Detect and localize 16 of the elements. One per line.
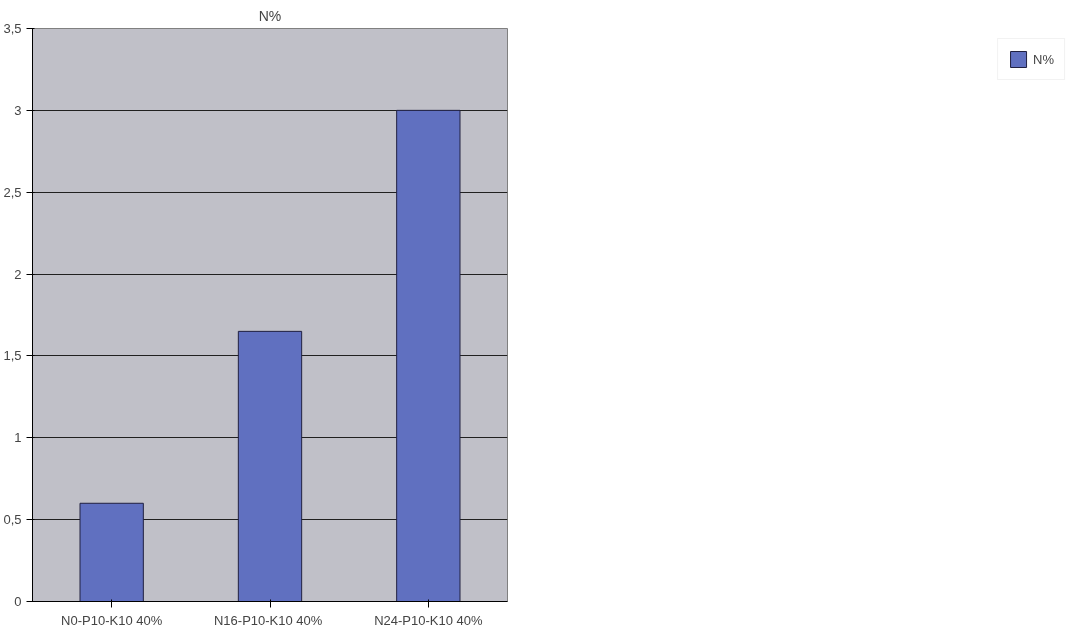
y-tick-label: 3,5 [3,21,22,36]
y-tick-label: 1 [14,430,22,446]
y-tick-label: 1,5 [3,348,22,364]
y-tick-label: 2 [14,266,22,282]
y-tick-label: 0,5 [3,512,22,528]
x-tick-label: N0-P10-K10 40% [61,612,163,628]
x-tick-label: N24-P10-K10 40% [374,612,483,628]
bar [396,109,461,602]
x-tick-label: N16-P10-K10 40% [213,612,323,628]
y-tick-label: 0 [14,594,22,609]
bar [237,330,303,602]
bar [79,502,144,602]
chart-title: N% [258,7,282,24]
y-tick-label: 2,5 [3,184,22,200]
legend-label: N% [1033,51,1054,67]
y-tick-label: 3 [14,102,22,118]
